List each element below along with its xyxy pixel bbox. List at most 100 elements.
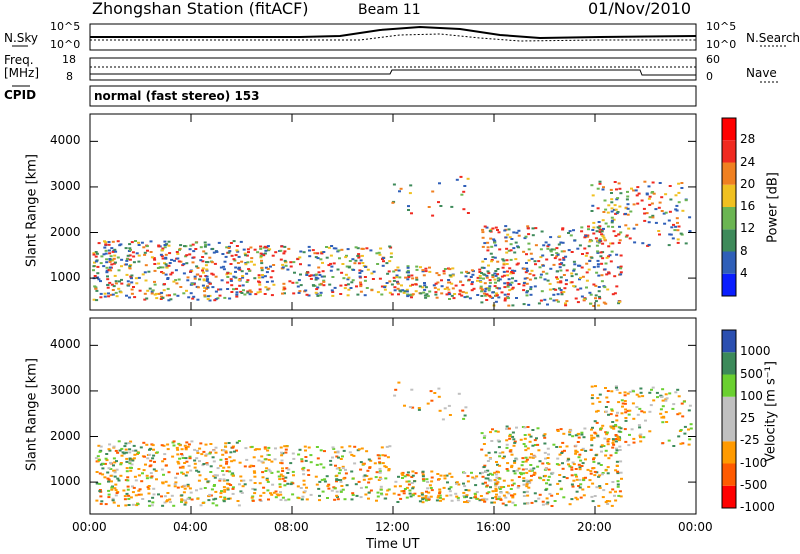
range-cell [667,219,671,222]
range-cell [663,222,667,225]
range-cell [231,487,235,490]
range-cell [113,487,117,490]
range-cell [391,201,395,204]
range-cell [596,239,600,242]
range-cell [616,211,620,213]
range-cell [181,457,185,459]
range-cell [643,212,647,215]
range-cell [131,503,135,506]
range-cell [303,445,307,448]
range-cell [127,504,131,506]
range-cell [148,465,152,468]
range-cell [639,440,643,443]
range-cell [590,239,594,242]
range-cell [533,492,537,495]
range-cell [241,276,245,279]
range-cell [244,263,248,266]
range-cell [497,296,501,299]
range-cell [480,432,484,435]
range-cell [615,285,619,288]
range-cell [379,488,383,491]
range-cell [98,472,102,475]
range-cell [506,293,510,296]
range-cell [567,458,571,461]
range-cell [586,468,590,471]
range-cell [597,290,601,293]
range-cell [246,291,250,294]
range-cell [530,257,534,260]
range-cell [616,472,620,475]
range-cell [448,490,452,493]
range-cell [422,291,426,294]
range-cell [432,284,436,287]
range-cell [413,492,417,495]
range-cell [591,394,594,397]
range-cell [129,248,132,251]
range-cell [579,459,583,462]
range-cell [342,277,346,280]
range-cell [196,266,200,269]
range-cell [456,499,460,502]
range-cell [283,445,287,448]
power-colorbar-tick: 12 [740,221,756,236]
range-cell [199,259,203,262]
range-cell [624,235,628,238]
range-cell [648,410,652,413]
range-cell [677,182,681,185]
range-cell [105,271,109,274]
range-cell [471,476,475,479]
range-cell [674,208,678,211]
range-cell [200,453,204,456]
range-cell [128,267,132,270]
range-cell [570,466,574,469]
range-cell [610,219,614,222]
range-cell [617,494,621,497]
range-cell [598,297,602,300]
range-cell [242,289,245,292]
range-cell [384,477,388,480]
range-cell [597,221,601,223]
range-cell [379,485,383,488]
range-cell [463,485,467,488]
range-cell [373,462,377,465]
range-cell [668,233,672,236]
range-cell [435,272,439,275]
range-cell [543,436,547,439]
range-cell [355,494,359,497]
range-cell [636,202,640,205]
range-cell [426,496,430,499]
range-cell [478,271,482,273]
range-cell [648,391,652,394]
range-cell [177,442,181,445]
range-cell [356,293,360,296]
range-cell [232,288,235,291]
range-cell [289,265,293,268]
range-cell [279,258,283,261]
range-cell [512,470,516,473]
range-cell [204,264,208,267]
range-cell [525,282,529,285]
range-cell [263,245,267,248]
range-cell [335,494,339,497]
range-cell [218,294,222,297]
range-cell [538,460,542,463]
range-cell [181,466,185,469]
range-cell [134,449,138,452]
range-cell [152,257,156,260]
range-cell [124,504,128,507]
range-cell [437,387,441,390]
range-cell [486,473,490,476]
range-cell [354,259,358,262]
range-cell [525,291,529,294]
range-cell [298,256,302,259]
range-cell [390,283,394,286]
range-cell [616,435,620,438]
range-cell [201,269,204,272]
range-cell [363,279,367,282]
range-cell [107,489,111,492]
range-cell [337,467,341,469]
range-cell [130,241,134,244]
range-cell [152,487,156,490]
range-cell [318,274,322,276]
range-cell [128,258,132,261]
